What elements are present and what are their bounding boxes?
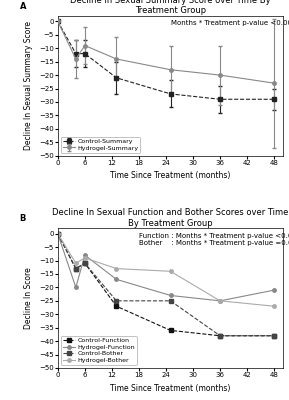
Line: Hydrogel-Bother: Hydrogel-Bother <box>56 232 276 308</box>
Control-Bother <box>115 298 118 303</box>
Control-Bother <box>273 333 276 338</box>
Hydrogel-Function <box>218 298 222 303</box>
Line: Control-Function: Control-Function <box>56 232 276 338</box>
Line: Control-Bother: Control-Bother <box>56 232 276 338</box>
Control-Bother <box>169 298 172 303</box>
Text: Function : Months * Treatment p-value <0.0001
Bother    : Months * Treatment p-v: Function : Months * Treatment p-value <0… <box>139 232 289 246</box>
X-axis label: Time Since Treatment (months): Time Since Treatment (months) <box>110 172 231 180</box>
Hydrogel-Function <box>83 253 87 258</box>
Hydrogel-Bother <box>74 261 77 266</box>
Hydrogel-Function <box>115 277 118 282</box>
Hydrogel-Function <box>74 285 77 290</box>
Control-Function <box>83 261 87 266</box>
Control-Function <box>56 231 60 236</box>
Hydrogel-Bother <box>218 298 222 303</box>
Title: Decline In Sexual Summary Score over Time By
Treatment Group: Decline In Sexual Summary Score over Tim… <box>70 0 271 15</box>
Text: Months * Treatment p-value <0.0001: Months * Treatment p-value <0.0001 <box>171 20 289 26</box>
Hydrogel-Bother <box>273 304 276 309</box>
Hydrogel-Bother <box>169 269 172 274</box>
Title: Decline In Sexual Function and Bother Scores over Time
By Treatment Group: Decline In Sexual Function and Bother Sc… <box>52 208 289 228</box>
Control-Function <box>218 333 222 338</box>
Hydrogel-Bother <box>83 256 87 260</box>
Y-axis label: Decline In Sexual Summary Score: Decline In Sexual Summary Score <box>24 21 33 150</box>
Text: A: A <box>19 2 26 11</box>
Hydrogel-Function <box>56 231 60 236</box>
Line: Hydrogel-Function: Hydrogel-Function <box>56 232 276 302</box>
Control-Bother <box>218 333 222 338</box>
Hydrogel-Function <box>273 288 276 292</box>
Hydrogel-Bother <box>56 231 60 236</box>
Control-Bother <box>56 231 60 236</box>
Hydrogel-Bother <box>115 266 118 271</box>
Y-axis label: Decline In Score: Decline In Score <box>24 267 33 329</box>
Text: B: B <box>19 214 26 223</box>
X-axis label: Time Since Treatment (months): Time Since Treatment (months) <box>110 384 231 393</box>
Control-Function <box>169 328 172 333</box>
Control-Function <box>115 304 118 309</box>
Control-Bother <box>83 261 87 266</box>
Control-Bother <box>74 266 77 271</box>
Control-Function <box>273 333 276 338</box>
Legend: Control-Summary, Hydrogel-Summary: Control-Summary, Hydrogel-Summary <box>61 137 140 152</box>
Hydrogel-Function <box>169 293 172 298</box>
Control-Function <box>74 266 77 271</box>
Legend: Control-Function, Hydrogel-Function, Control-Bother, Hydrogel-Bother: Control-Function, Hydrogel-Function, Con… <box>61 336 137 365</box>
